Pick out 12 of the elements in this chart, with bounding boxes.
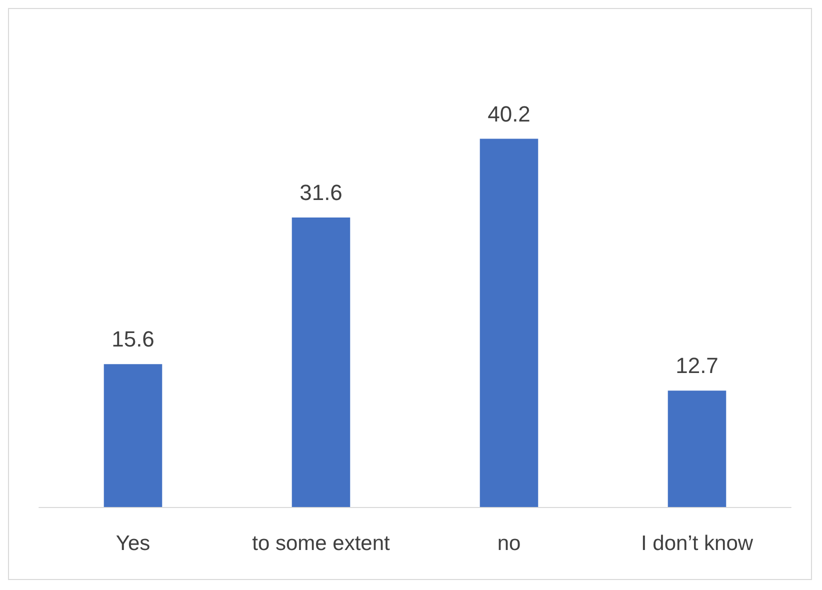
data-label: 40.2 (488, 101, 530, 126)
bar (480, 138, 538, 507)
bar (104, 364, 162, 507)
bar (668, 390, 726, 507)
data-label: 15.6 (112, 326, 154, 352)
data-label: 31.6 (300, 180, 342, 206)
bar (292, 218, 350, 507)
x-tick-label: I don’t know (640, 532, 754, 555)
x-tick-label: to some extent (252, 532, 390, 555)
x-tick-label: no (497, 532, 521, 555)
x-tick-label: Yes (116, 532, 150, 555)
data-label: 12.7 (676, 353, 718, 378)
